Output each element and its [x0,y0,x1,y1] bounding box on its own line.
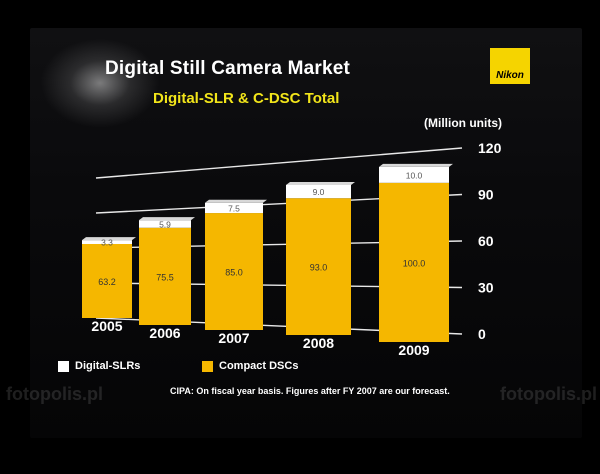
bar-compact [82,243,132,318]
legend-item-compact: Compact DSCs [202,360,298,372]
y-tick-label: 120 [478,140,502,156]
bar-slr [139,220,191,228]
bar-compact [379,182,449,342]
category-label: 2007 [218,330,249,346]
bar-top-face [286,181,355,185]
footnote: CIPA: On fiscal year basis. Figures afte… [170,386,450,396]
y-tick-label: 60 [478,233,494,249]
value-label-compact: 93.0 [310,263,328,273]
category-label: 2006 [149,325,180,341]
bar-top-face [379,163,453,167]
nikon-logo: Nikon [490,48,530,84]
value-label-slr: 5.9 [159,219,171,229]
value-label-slr: 7.5 [228,203,240,213]
bar-top-face [205,199,267,203]
y-tick-label: 30 [478,280,494,296]
value-label-slr: 3.3 [101,238,113,248]
unit-label: (Million units) [424,116,502,130]
y-tick-label: 0 [478,326,486,342]
value-label-slr: 9.0 [313,187,325,197]
bar-compact [286,198,351,335]
light-glare [40,38,160,128]
bar-slr [286,184,351,199]
legend-item-slr: Digital-SLRs [58,360,140,372]
bar-slr [205,202,263,214]
watermark-right: fotopolis.pl [500,384,597,404]
logo-text: Nikon [496,70,524,81]
chart-title: Digital Still Camera Market [105,58,351,79]
bar-top-face [82,237,136,241]
legend-swatch-slr [58,360,69,372]
category-label: 2005 [91,318,122,334]
bar-compact [139,227,191,325]
y-tick-label: 90 [478,187,494,203]
value-label-slr: 10.0 [406,170,423,180]
chart-subtitle: Digital-SLR & C-DSC Total [153,90,340,107]
value-label-compact: 75.5 [156,272,174,282]
legend-label-slr: Digital-SLRs [75,360,141,372]
value-label-compact: 63.2 [98,277,116,287]
bar-top-face [139,217,195,221]
value-label-compact: 85.0 [225,268,243,278]
bar-slr [82,240,132,244]
legend-swatch-compact [202,360,213,372]
category-label: 2008 [303,335,334,351]
value-label-compact: 100.0 [403,258,426,268]
category-label: 2009 [398,342,429,358]
gridline-120 [95,147,463,179]
watermark-left: fotopolis.pl [6,384,103,404]
legend-label-compact: Compact DSCs [219,360,299,372]
bar-slr [379,166,449,183]
bar-compact [205,213,263,330]
